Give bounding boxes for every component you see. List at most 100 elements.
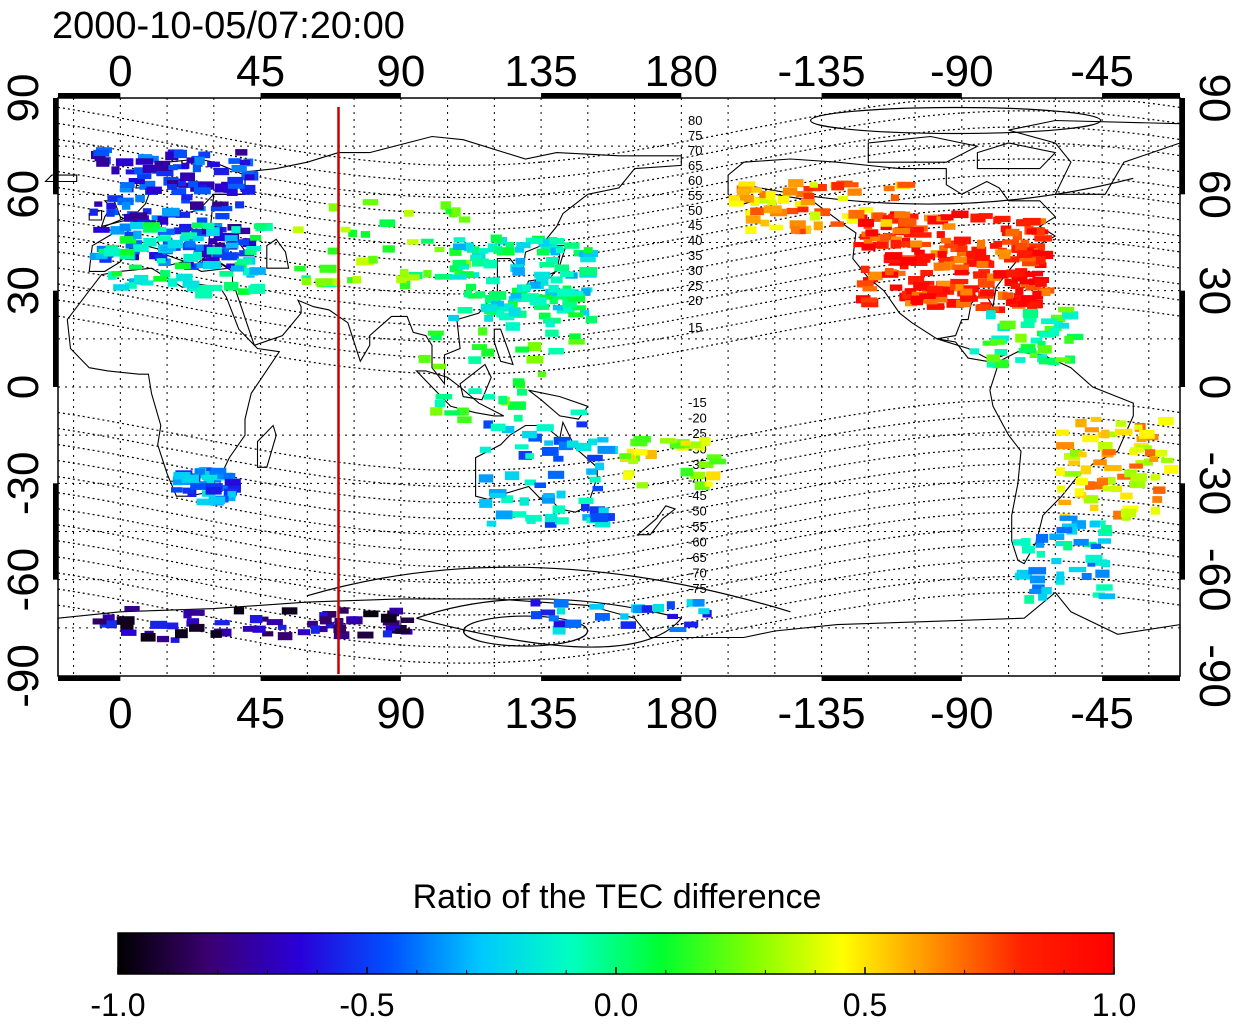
tec-cell [242,238,257,248]
tec-cell [548,284,559,293]
tec-cell [1089,520,1100,528]
tec-cell [865,229,879,237]
tec-cell [690,441,702,449]
tec-cell [210,467,227,475]
tec-cell [950,278,969,285]
tec-cell [483,394,496,400]
tec-cell [1090,481,1105,490]
tec-cell [116,616,135,625]
tec-cell [872,212,887,222]
tec-cell [106,209,115,217]
tec-cell [478,327,488,336]
tec-cell [910,295,920,305]
tec-cell [562,299,577,308]
tec-cell [1068,460,1080,466]
tec-cell [194,244,210,253]
tec-cell [994,215,1011,223]
tec-cell [191,228,210,237]
tec-cell [767,199,777,206]
tec-cell [548,348,564,355]
tec-cell [522,285,531,291]
tec-cell [501,495,514,503]
tec-cell [356,257,374,266]
tec-cell [496,310,505,318]
tec-cell [1020,344,1036,351]
coastline [867,135,980,163]
tec-cell [909,240,923,248]
tec-cell [277,632,293,641]
tec-cell [192,163,201,173]
tec-cell [944,241,958,249]
tec-cell [479,248,489,254]
tec-cell [171,188,187,196]
tec-cell [516,242,531,249]
tec-cell [927,215,945,225]
tec-cell [498,395,508,405]
tec-cell [253,223,268,229]
tec-cell [496,247,515,256]
tec-cell [223,473,236,479]
tec-cell [181,197,190,204]
tec-cell [890,194,899,202]
tec-cell [118,248,135,255]
tec-cell [526,356,544,364]
tec-cell [219,247,229,255]
tec-cell [1015,268,1028,277]
tec-cell [848,209,865,219]
tec-cell [173,149,187,159]
tec-cell [434,274,453,280]
tec-cell [396,275,407,284]
tec-cell [728,195,740,202]
tec-cell [666,601,675,610]
tec-cell [327,247,338,255]
tec-cell [930,250,944,258]
tec-cell [1067,333,1084,341]
tec-cell [430,407,443,416]
tec-cell [454,270,464,278]
tec-cell [221,205,233,212]
mag-lat-contour [57,543,1181,616]
tec-cell [307,620,318,628]
tec-cell [554,517,569,525]
tec-cell [143,238,157,247]
tec-cell [857,219,874,227]
x-tick-label-top: 0 [108,47,132,96]
tec-cell [137,154,152,161]
tec-cell [192,235,204,242]
tec-cell [795,226,806,235]
tec-cell [863,238,873,247]
tec-cell [1055,429,1070,436]
frame-bar-left [53,483,58,580]
coastline [44,174,78,183]
y-tick-label-left: -90 [0,644,48,708]
tec-cell [570,409,588,416]
tec-cell [92,618,107,625]
tec-cell [198,151,211,159]
colorbar-tick-label: 1.0 [1092,987,1136,1023]
y-tick-label-left: 0 [0,375,48,399]
tec-cell [553,455,564,462]
tec-cell [1055,467,1065,476]
tec-cell [1029,350,1038,358]
tec-cell [1038,357,1056,365]
tec-cell [338,607,349,614]
tec-cell [706,454,722,460]
tec-cell [1004,278,1018,287]
tec-cell [167,180,179,188]
tec-cell [1056,442,1075,450]
tec-cell [168,165,178,171]
tec-cell [951,210,969,219]
mag-lat-contour [57,431,1181,504]
tec-cell [93,149,110,157]
tec-cell [214,620,230,626]
tec-cell [294,265,306,272]
x-tick-label-top: -135 [778,47,866,96]
x-tick-label-bottom: -90 [930,689,994,738]
tec-cell [194,156,205,165]
tec-cell [900,256,917,266]
x-tick-label-top: 180 [645,47,718,96]
tec-cell [190,201,204,210]
tec-cell [529,281,541,289]
tec-cell [242,267,255,276]
coastline [66,267,281,497]
